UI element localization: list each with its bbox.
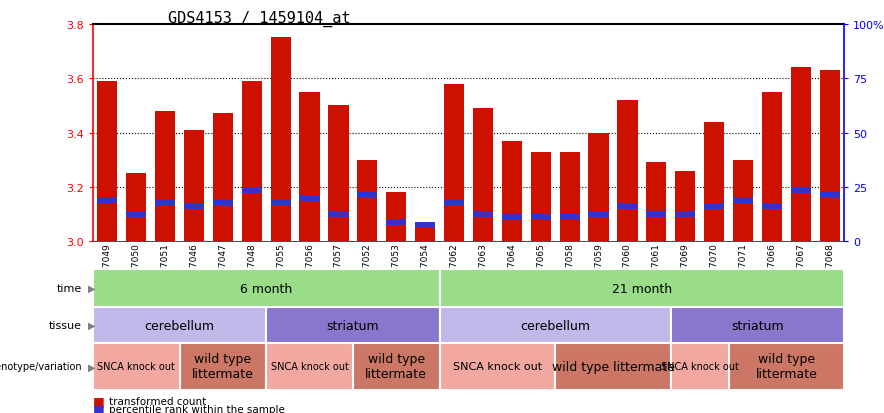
Bar — [762, 203, 782, 209]
Text: striatum: striatum — [731, 319, 784, 332]
Text: wild type
littermate: wild type littermate — [192, 353, 254, 380]
Bar — [93, 343, 179, 390]
Bar — [444, 84, 464, 242]
Bar — [93, 308, 266, 343]
Bar — [386, 193, 407, 242]
Bar — [266, 308, 439, 343]
Text: ▶: ▶ — [88, 361, 95, 372]
Text: SNCA knock out: SNCA knock out — [271, 361, 348, 372]
Bar — [328, 106, 348, 242]
Text: ▶: ▶ — [88, 283, 95, 294]
Text: wild type
littermate: wild type littermate — [365, 353, 427, 380]
Bar — [728, 343, 844, 390]
Bar — [704, 122, 724, 242]
Bar — [819, 71, 840, 242]
Bar — [439, 343, 555, 390]
Bar — [675, 211, 696, 218]
Bar — [328, 211, 348, 218]
Bar — [353, 343, 439, 390]
Bar — [126, 174, 146, 242]
Text: cerebellum: cerebellum — [144, 319, 215, 332]
Bar — [179, 343, 266, 390]
Text: SNCA knock out: SNCA knock out — [453, 361, 542, 372]
Text: cerebellum: cerebellum — [520, 319, 591, 332]
Bar — [589, 211, 609, 218]
Bar — [675, 171, 696, 242]
Bar — [646, 211, 667, 218]
Bar — [213, 114, 233, 242]
Text: ■: ■ — [93, 394, 104, 407]
Bar — [646, 163, 667, 242]
Text: striatum: striatum — [326, 319, 379, 332]
Bar — [184, 131, 204, 242]
Text: tissue: tissue — [50, 320, 82, 330]
Bar — [155, 201, 175, 206]
Bar — [819, 192, 840, 199]
Bar — [791, 68, 811, 242]
Bar — [733, 160, 753, 242]
Bar — [213, 201, 233, 206]
Text: GDS4153 / 1459104_at: GDS4153 / 1459104_at — [168, 10, 350, 26]
Bar — [271, 201, 291, 206]
Bar — [184, 203, 204, 209]
Bar — [444, 201, 464, 206]
Bar — [357, 192, 377, 199]
Bar — [439, 269, 844, 308]
Bar — [473, 211, 493, 218]
Text: 21 month: 21 month — [612, 282, 672, 295]
Bar — [300, 93, 320, 242]
Bar — [473, 109, 493, 242]
Bar — [617, 101, 637, 242]
Bar — [386, 220, 407, 225]
Bar — [93, 269, 439, 308]
Bar — [97, 198, 118, 204]
Text: 6 month: 6 month — [240, 282, 293, 295]
Text: wild type
littermate: wild type littermate — [756, 353, 818, 380]
Bar — [241, 187, 262, 193]
Text: wild type littermate: wild type littermate — [552, 360, 674, 373]
Bar — [555, 343, 671, 390]
Text: ■: ■ — [93, 402, 104, 413]
Bar — [266, 343, 353, 390]
Bar — [357, 160, 377, 242]
Bar — [530, 214, 551, 220]
Bar — [502, 141, 522, 242]
Bar — [97, 82, 118, 242]
Text: SNCA knock out: SNCA knock out — [660, 361, 739, 372]
Text: SNCA knock out: SNCA knock out — [97, 361, 175, 372]
Bar — [241, 82, 262, 242]
Bar — [617, 203, 637, 209]
Bar — [589, 133, 609, 242]
Bar — [271, 38, 291, 242]
Bar — [415, 228, 435, 242]
Text: genotype/variation: genotype/variation — [0, 361, 82, 372]
Bar — [126, 211, 146, 218]
Bar — [530, 152, 551, 242]
Bar — [671, 343, 728, 390]
Bar — [415, 222, 435, 228]
Bar — [155, 112, 175, 242]
Bar — [560, 214, 580, 220]
Text: percentile rank within the sample: percentile rank within the sample — [109, 404, 285, 413]
Text: ▶: ▶ — [88, 320, 95, 330]
Bar — [439, 308, 671, 343]
Bar — [560, 152, 580, 242]
Bar — [733, 198, 753, 204]
Text: time: time — [57, 283, 82, 294]
Bar — [762, 93, 782, 242]
Text: transformed count: transformed count — [109, 396, 206, 406]
Bar — [300, 195, 320, 201]
Bar — [791, 187, 811, 193]
Bar — [704, 203, 724, 209]
Bar — [671, 308, 844, 343]
Bar — [502, 214, 522, 220]
